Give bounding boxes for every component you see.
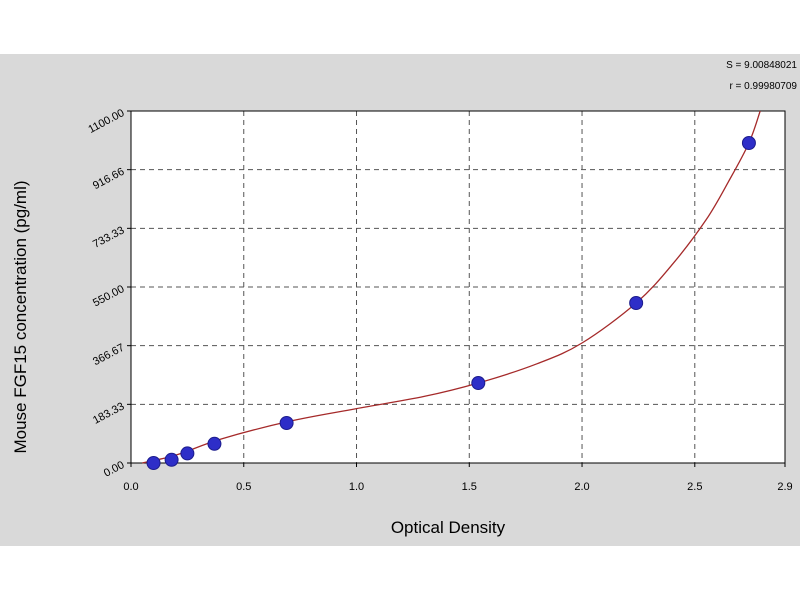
x-tick-label: 1.0 <box>349 481 364 493</box>
y-tick-labels: 0.00 183.33 366.67 550.00 733.33 916.66 1100.0… <box>86 107 131 480</box>
y-tick-label: 733.33 <box>91 224 126 250</box>
fit-curve-line <box>142 110 761 464</box>
y-tick-label: 0.00 <box>102 459 127 480</box>
data-point <box>164 452 179 467</box>
data-point <box>180 446 195 461</box>
y-tick-label: 366.67 <box>91 342 126 368</box>
y-tick-label: 550.00 <box>91 283 126 309</box>
data-point <box>629 296 644 310</box>
data-point <box>279 416 294 430</box>
data-point <box>207 436 222 451</box>
x-axis-title: Optical Density <box>391 518 506 537</box>
chart-figure: 0.0 0.5 1.0 1.5 2.0 2.5 2.9 0.00 183.33 366.67 55… <box>0 54 800 546</box>
y-tick-label: 1100.00 <box>86 107 126 136</box>
fit-statistic-s: S = 9.00848021 <box>726 60 797 71</box>
data-points <box>146 136 756 470</box>
y-axis-title: Mouse FGF15 concentration (pg/ml) <box>11 180 30 453</box>
y-tick-label: 916.66 <box>91 166 126 192</box>
x-tick-label: 2.0 <box>574 481 589 493</box>
data-point <box>741 136 756 150</box>
x-tick-label: 2.5 <box>687 481 702 493</box>
fit-statistic-r: r = 0.99980709 <box>729 81 797 92</box>
x-tick-label: 0.0 <box>123 481 138 493</box>
x-tick-label: 1.5 <box>462 481 477 493</box>
chart-svg: 0.0 0.5 1.0 1.5 2.0 2.5 2.9 0.00 183.33 366.67 55… <box>11 60 797 537</box>
data-point <box>471 376 486 390</box>
data-point <box>146 456 161 470</box>
y-tick-label: 183.33 <box>91 400 126 426</box>
grid-lines <box>131 111 785 463</box>
x-tick-label: 0.5 <box>236 481 251 493</box>
x-tick-label: 2.9 <box>777 481 792 493</box>
x-tick-labels: 0.0 0.5 1.0 1.5 2.0 2.5 2.9 <box>123 463 793 493</box>
